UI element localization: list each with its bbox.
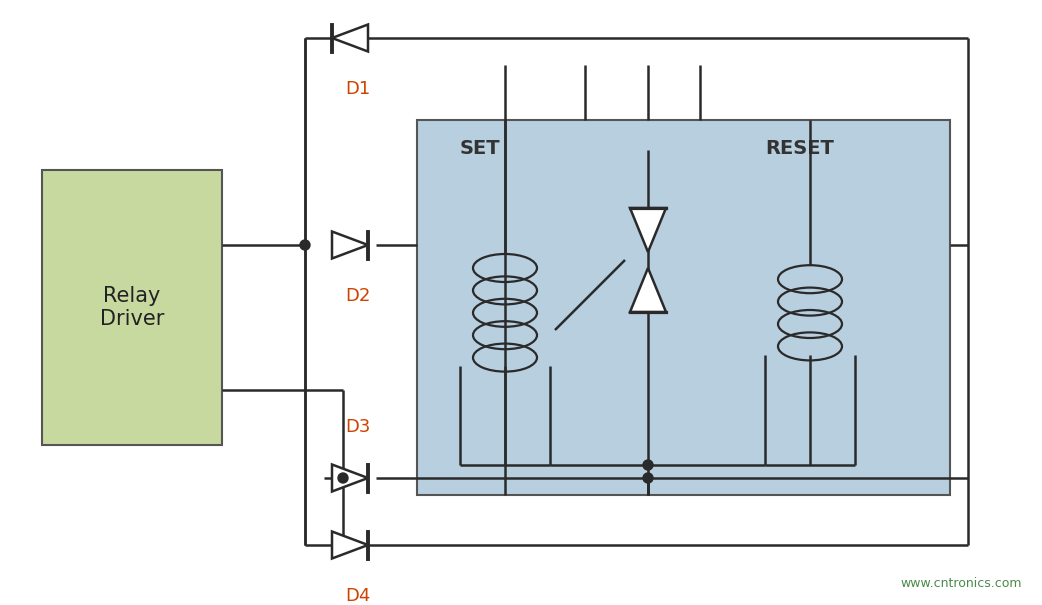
Text: D3: D3	[345, 418, 371, 436]
Text: RESET: RESET	[766, 139, 835, 157]
Bar	[42, 170, 222, 445]
Text: D4: D4	[345, 587, 371, 605]
Polygon shape	[332, 232, 368, 258]
Polygon shape	[630, 208, 666, 252]
Polygon shape	[332, 24, 368, 51]
Bar	[417, 120, 950, 495]
Circle shape	[338, 473, 348, 483]
Circle shape	[643, 473, 653, 483]
Polygon shape	[332, 532, 368, 558]
Text: Relay
Driver: Relay Driver	[100, 286, 165, 329]
Circle shape	[643, 460, 653, 470]
Text: SET: SET	[460, 139, 500, 157]
Text: www.cntronics.com: www.cntronics.com	[900, 577, 1022, 590]
Polygon shape	[630, 268, 666, 312]
Polygon shape	[332, 465, 368, 491]
Circle shape	[300, 240, 311, 250]
Text: D2: D2	[345, 287, 371, 305]
Text: D1: D1	[345, 80, 371, 98]
